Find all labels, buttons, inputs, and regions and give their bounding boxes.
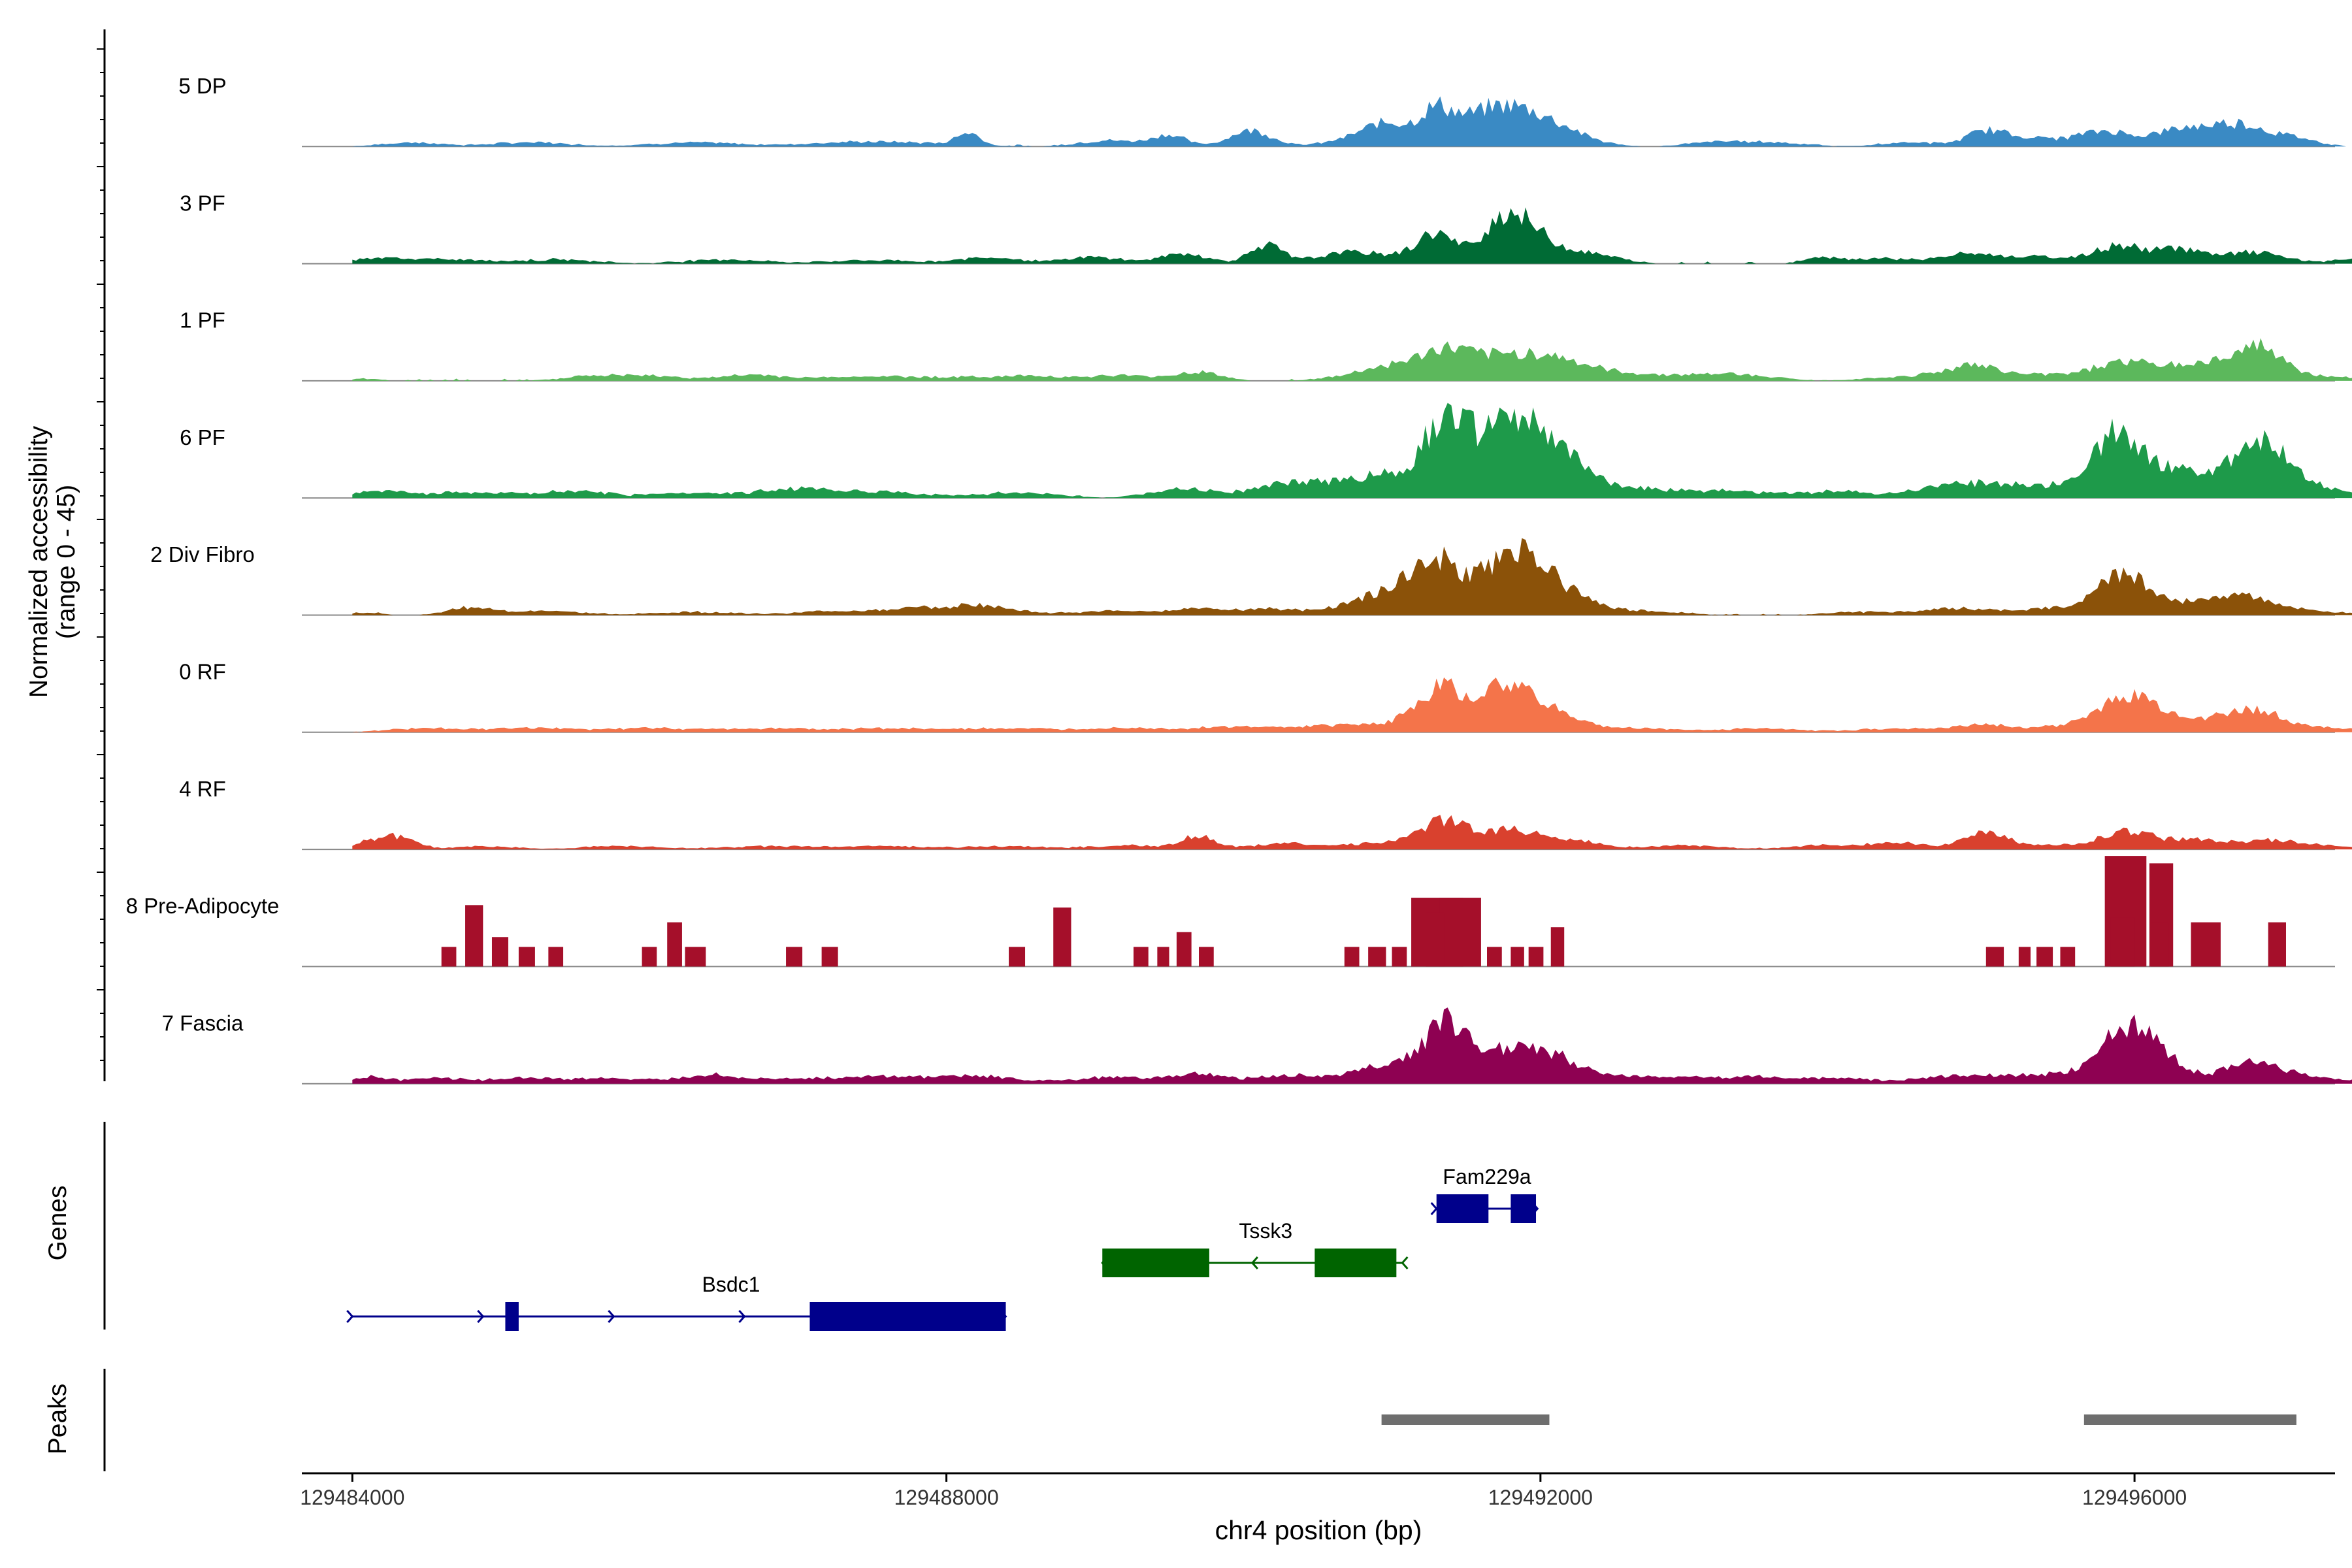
track-label: 1 PF — [180, 308, 225, 333]
y-axis-label: Normalized accessibility — [25, 425, 53, 698]
strand-arrow — [1430, 1202, 1438, 1215]
strand-arrow — [346, 1310, 354, 1323]
track-5-dp: 5 DP — [178, 74, 2352, 148]
signal-area — [352, 96, 2352, 147]
x-tick-label: 129496000 — [2082, 1486, 2187, 1509]
gene-exon — [1102, 1249, 1209, 1277]
track-label: 6 PF — [180, 425, 225, 449]
peak-region — [2083, 1414, 2296, 1425]
signal-block — [1053, 907, 1071, 967]
strand-arrow — [608, 1310, 615, 1323]
track-label: 5 DP — [178, 74, 226, 98]
gene-annotations: Bsdc1 Tssk3 Fam229a — [346, 1165, 1539, 1331]
signal-block — [465, 905, 483, 967]
signal-area — [352, 338, 2352, 381]
x-tick-label: 129488000 — [894, 1486, 998, 1509]
x-tick-label: 129492000 — [1488, 1486, 1593, 1509]
signal-block — [1157, 947, 1169, 967]
peaks-label: Peaks — [44, 1384, 72, 1454]
track-label: 8 Pre-Adipocyte — [126, 894, 280, 918]
signal-block — [2268, 922, 2286, 967]
signal-block — [1985, 947, 2004, 967]
strand-arrow — [738, 1310, 746, 1323]
signal-block — [685, 947, 706, 967]
track-label: 2 Div Fibro — [150, 542, 255, 566]
signal-block — [2191, 922, 2221, 967]
gene-exon — [1511, 1194, 1537, 1223]
signal-block — [2060, 947, 2076, 967]
signal-area — [352, 815, 2352, 850]
track-2-div-fibro: 2 Div Fibro — [150, 538, 2352, 616]
signal-block — [1176, 932, 1192, 967]
peak-regions — [1381, 1414, 2296, 1425]
signal-block — [642, 947, 657, 967]
signal-block — [1511, 947, 1524, 967]
signal-block — [1426, 912, 1445, 967]
gene-bsdc1: Bsdc1 — [346, 1273, 1007, 1331]
signal-block — [1368, 947, 1386, 967]
x-tick-label: 129484000 — [300, 1486, 404, 1509]
signal-block — [518, 947, 535, 967]
signal-block — [1528, 947, 1544, 967]
gene-exon — [1436, 1194, 1489, 1223]
track-4-rf: 4 RF — [179, 777, 2352, 851]
coverage-axis-ticks — [97, 48, 105, 1061]
signal-block — [2036, 947, 2053, 967]
signal-block — [2110, 917, 2135, 967]
gene-label: Fam229a — [1443, 1165, 1531, 1188]
track-0-rf: 0 RF — [179, 660, 2352, 733]
track-6-pf: 6 PF — [180, 402, 2352, 499]
genes-label: Genes — [44, 1186, 72, 1261]
track-label: 0 RF — [179, 660, 226, 684]
y-axis-label-range: (range 0 - 45) — [52, 485, 80, 639]
signal-block — [1009, 947, 1026, 967]
peak-region — [1381, 1414, 1550, 1425]
gene-label: Bsdc1 — [702, 1273, 760, 1296]
track-1-pf: 1 PF — [180, 308, 2352, 382]
x-axis-ticks: 129484000 129488000 129492000 129496000 — [300, 1473, 2187, 1509]
track-3-pf: 3 PF — [180, 191, 2352, 265]
track-label: 4 RF — [179, 777, 226, 801]
track-7-fascia: 7 Fascia — [162, 1007, 2352, 1085]
track-label: 3 PF — [180, 191, 225, 215]
strand-arrow — [1250, 1256, 1258, 1269]
signal-block — [821, 947, 838, 967]
signal-block — [491, 937, 508, 967]
signal-block — [667, 922, 682, 967]
signal-block — [1487, 947, 1502, 967]
signal-block — [1344, 947, 1360, 967]
track-8-pre-adipocyte: 8 Pre-Adipocyte — [126, 856, 2335, 968]
signal-area — [352, 207, 2352, 264]
signal-block — [1392, 947, 1407, 967]
signal-block — [1550, 927, 1565, 967]
signal-block — [1133, 947, 1149, 967]
strand-arrow — [477, 1310, 485, 1323]
gene-label: Tssk3 — [1239, 1219, 1292, 1243]
signal-block — [548, 947, 564, 967]
signal-area — [352, 677, 2352, 732]
x-axis-label: chr4 position (bp) — [1215, 1515, 1422, 1545]
signal-block — [2018, 947, 2031, 967]
strand-arrow — [1401, 1256, 1409, 1269]
coverage-tracks: 5 DP 3 PF 1 PF 6 PF 2 Div Fibro 0 RF 4 RF 8 Pre… — [126, 74, 2352, 1085]
signal-block — [786, 947, 803, 967]
signal-block — [441, 947, 457, 967]
signal-area — [352, 402, 2352, 498]
signal-area — [352, 1007, 2352, 1084]
gene-exon — [809, 1302, 1006, 1331]
signal-area — [352, 538, 2352, 615]
gene-tssk3: Tssk3 — [1101, 1219, 1409, 1277]
signal-block — [2151, 922, 2169, 967]
track-label: 7 Fascia — [162, 1011, 244, 1035]
gene-exon — [505, 1302, 519, 1331]
gene-fam229a: Fam229a — [1430, 1165, 1539, 1223]
signal-block — [1199, 947, 1214, 967]
gene-exon — [1315, 1249, 1397, 1277]
